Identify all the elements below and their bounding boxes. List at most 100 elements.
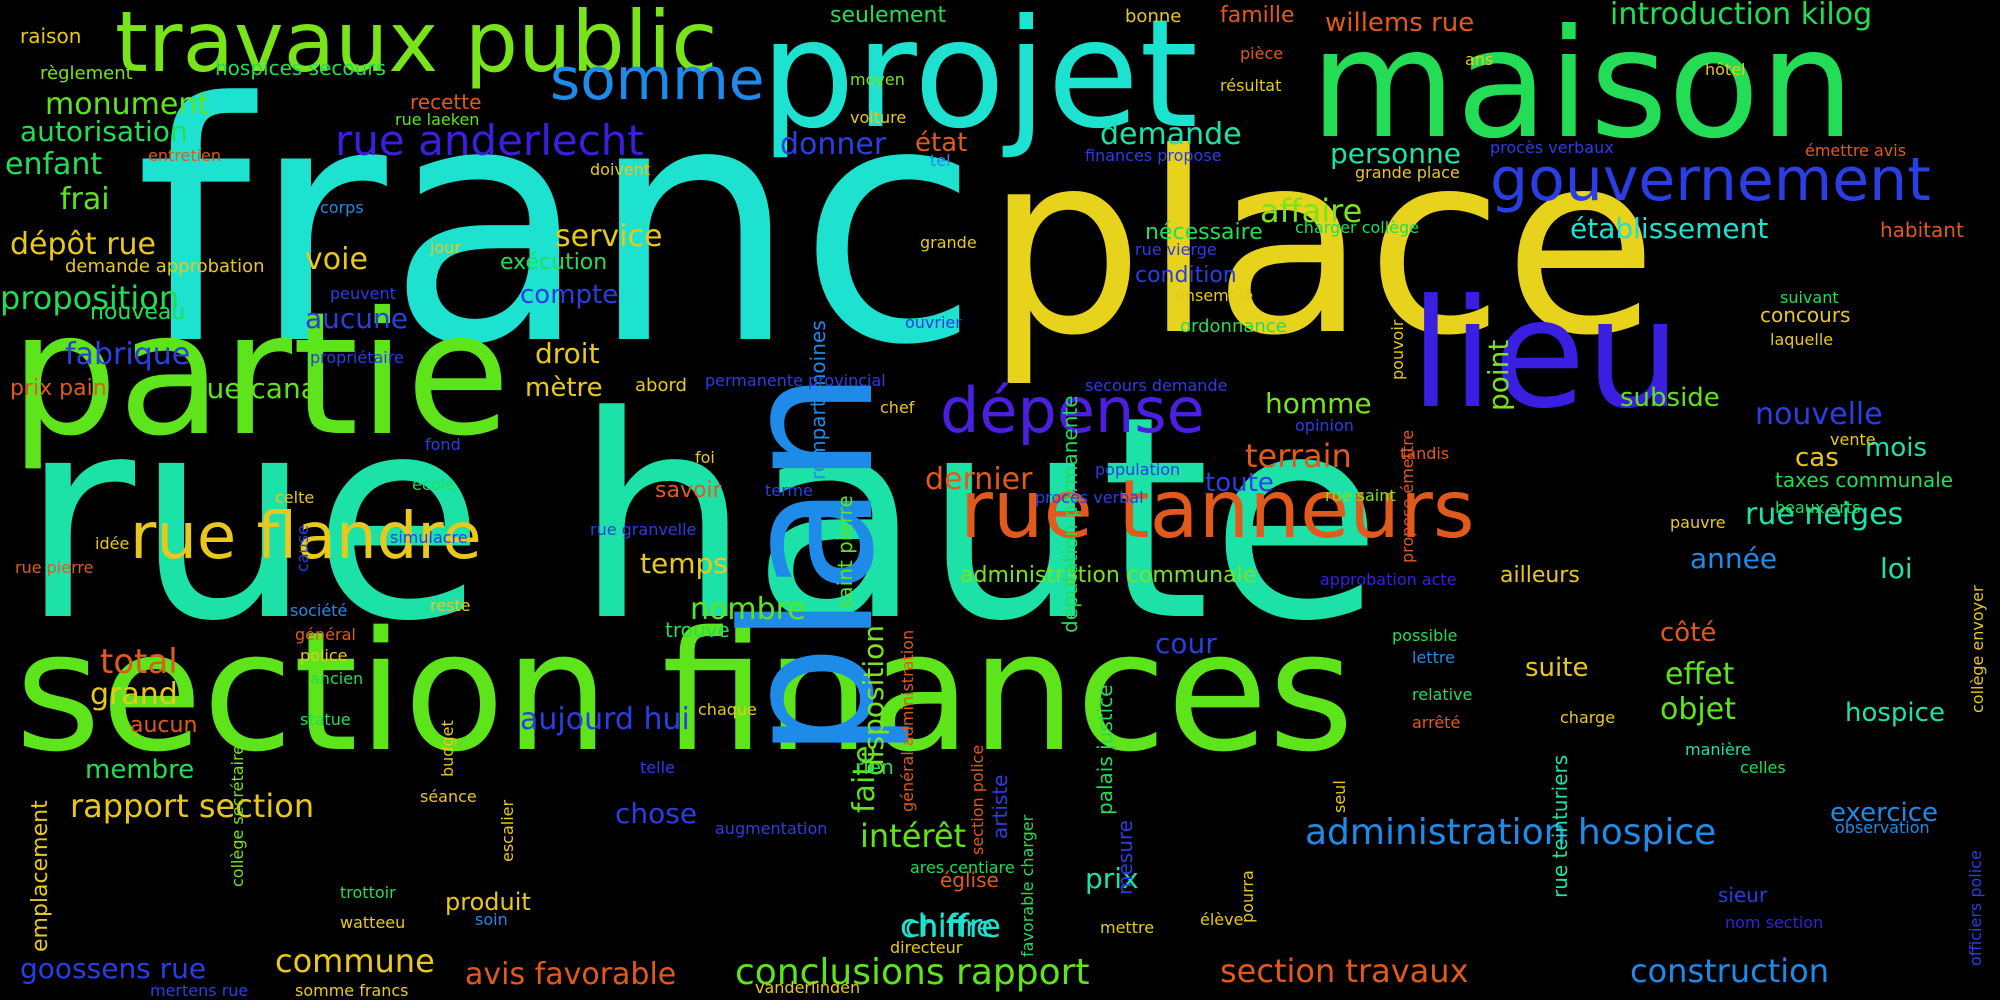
word-general-administration-167: général administration xyxy=(898,629,917,812)
word-nouveau-107: nouveau xyxy=(90,300,186,325)
word-partie-6: partie xyxy=(10,276,511,474)
word-rue-vierge-124: rue vierge xyxy=(1135,240,1217,259)
word-possible-149: possible xyxy=(1392,626,1458,645)
word-artiste-159: artiste xyxy=(988,774,1012,839)
word-approbation-acte-150: approbation acte xyxy=(1320,570,1457,589)
word-habitant-60: habitant xyxy=(1880,218,1964,242)
word-rue-flandre-11: rue flandre xyxy=(130,500,482,574)
word-conclusions-rapport-17: conclusions rapport xyxy=(735,952,1090,993)
word-opinion-130: opinion xyxy=(1295,416,1354,435)
word-commune-22: commune xyxy=(275,942,435,980)
word-willems-rue-31: willems rue xyxy=(1325,8,1475,38)
word-travaux-public-9: travaux public xyxy=(115,0,718,91)
word-nombre-28: nombre xyxy=(690,592,806,627)
word-membre-82: membre xyxy=(85,755,195,785)
word-interet-25: intérêt xyxy=(860,817,967,855)
word-deputation-permanente-97: députation permanente xyxy=(1058,395,1082,633)
word-reglement-100: règlement xyxy=(40,63,133,84)
word-monument-35: monument xyxy=(45,87,210,122)
word-nom-section-141: nom section xyxy=(1725,913,1824,932)
word-autorisation-36: autorisation xyxy=(20,115,188,148)
word-bonne-34: bonne xyxy=(1125,6,1182,27)
word-exercice-79: exercice xyxy=(1830,798,1939,828)
word-terrain-63: terrain xyxy=(1245,437,1352,475)
word-telle-165: telle xyxy=(640,758,675,777)
word-relative-147: relative xyxy=(1412,685,1473,704)
word-somme-francs-191: somme francs xyxy=(295,981,409,1000)
word-etat-52: état xyxy=(915,128,968,158)
word-cour-85: cour xyxy=(1155,627,1217,660)
word-hospices-secours-101: hospices secours xyxy=(215,56,386,80)
word-mois-66: mois xyxy=(1865,433,1928,463)
word-recette-102: recette xyxy=(410,90,482,114)
word-hotel-193: hôtel xyxy=(1705,60,1746,79)
word-chiffre-24: chiffre xyxy=(900,907,1001,945)
word-cas-67: cas xyxy=(1795,443,1839,473)
word-general-179: général xyxy=(295,625,356,644)
word-entretien-104: entretien xyxy=(148,146,222,165)
word-chaque-166: chaque xyxy=(698,700,757,719)
word-grand-81: grand xyxy=(90,677,178,712)
word-rue-teinturiers-95: rue teinturiers xyxy=(1548,754,1572,898)
word-prix-pain-44: prix pain xyxy=(10,376,107,401)
word-terme-163: terme xyxy=(765,481,813,500)
word-grande-111: grande xyxy=(920,233,977,252)
word-rue-tanneurs-10: rue tanneurs xyxy=(960,463,1475,556)
word-produit-88: produit xyxy=(445,888,531,916)
word-seance-186: séance xyxy=(420,787,477,806)
word-moyen-116: moyen xyxy=(850,70,905,89)
word-statue-182: statue xyxy=(300,710,351,729)
word-prix-86: prix xyxy=(1085,862,1139,895)
word-taxes-communale-71: taxes communale xyxy=(1775,468,1954,492)
word-palais-justice-96: palais justice xyxy=(1093,684,1117,815)
word-rue-anderlecht-15: rue anderlecht xyxy=(335,116,644,165)
word-aujourd-hui-26: aujourd hui xyxy=(520,702,690,737)
word-lieu-8: lieu xyxy=(1410,268,1681,442)
word-savoir-69: savoir xyxy=(655,478,722,503)
word-rue-granvelle-162: rue granvelle xyxy=(590,520,697,539)
word-lettre-148: lettre xyxy=(1412,648,1455,667)
word-affaire-54: affaire xyxy=(1260,192,1363,230)
word-rapport-section-18: rapport section xyxy=(70,787,315,825)
word-chef-115: chef xyxy=(880,398,915,417)
word-fabrique-42: fabrique xyxy=(65,337,191,372)
word-watteeu-189: watteeu xyxy=(340,913,406,932)
word-voie-40: voie xyxy=(305,242,368,277)
word-eglise-87: église xyxy=(940,868,999,892)
word-concours-59: concours xyxy=(1760,303,1851,327)
word-dernier-68: dernier xyxy=(925,462,1033,497)
word-soin-190: soin xyxy=(475,910,508,929)
word-gouvernement-13: gouvernement xyxy=(1490,145,1931,215)
word-droit-46: droit xyxy=(535,337,600,370)
word-grande-place-122: grande place xyxy=(1355,163,1460,182)
word-finances-propose-120: finances propose xyxy=(1085,146,1222,165)
word-hospice-78: hospice xyxy=(1845,698,1945,728)
word-maniere-143: manière xyxy=(1685,740,1751,759)
word-budget-184: budget xyxy=(438,720,457,777)
word-proces-verbal-133: procès verbal xyxy=(1035,488,1144,507)
word-emettre-avis-197: émettre avis xyxy=(1805,141,1907,160)
word-ordonnance-126: ordonnance xyxy=(1180,316,1287,337)
word-homme-62: homme xyxy=(1265,387,1372,420)
word-ailleurs-94: ailleurs xyxy=(1500,563,1580,588)
word-permanente-provincial-113: permanente provincial xyxy=(705,371,886,390)
word-point-92: point xyxy=(1482,339,1515,411)
word-demande-53: demande xyxy=(1100,117,1242,152)
word-piece-195: pièce xyxy=(1240,44,1284,63)
word-police-180: police xyxy=(300,646,348,665)
word-officiers-police-139: officiers police xyxy=(1966,850,1985,966)
word-tandis-131: tandis xyxy=(1400,444,1450,463)
word-doivent-118: doivent xyxy=(590,160,651,179)
word-famille-33: famille xyxy=(1220,3,1295,28)
word-saint-pierre-91: saint pierre xyxy=(833,495,857,609)
word-total-80: total xyxy=(100,642,178,682)
word-seulement-32: seulement xyxy=(830,3,947,28)
word-observation-140: observation xyxy=(1835,818,1930,837)
word-corps-105: corps xyxy=(320,198,364,217)
word-college-envoyer-138: collège envoyer xyxy=(1968,585,1987,713)
word-augmentation-164: augmentation xyxy=(715,819,828,838)
word-rue-laeken-103: rue laeken xyxy=(395,110,480,129)
word-resultat-194: résultat xyxy=(1220,76,1282,95)
word-personne-56: personne xyxy=(1330,137,1461,170)
